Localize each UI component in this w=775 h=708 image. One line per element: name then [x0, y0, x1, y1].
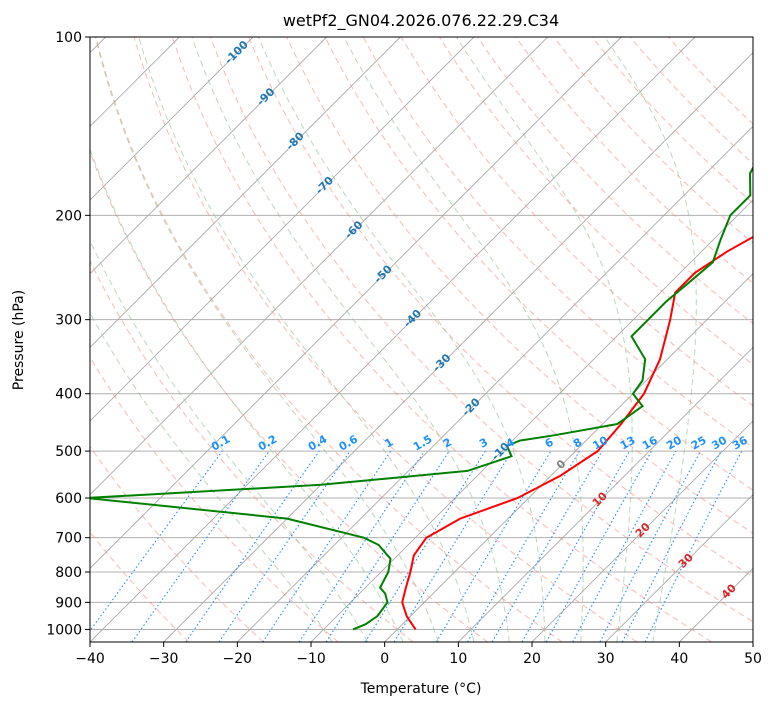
x-axis-ticks: −40 −30 −20 −10 0 10 20 30 40 50: [75, 642, 762, 667]
mixing-ratio-line: [364, 450, 486, 642]
skewed-isotherm: [90, 37, 401, 348]
y-tick-label: 800: [55, 565, 82, 581]
mixing-ratio-line: [218, 450, 351, 642]
moist-adiabat: [191, 37, 510, 642]
x-axis-label: Temperature (°C): [360, 681, 482, 697]
dry-adiabat: [95, 37, 563, 642]
x-tick-label: −20: [223, 651, 253, 667]
skewed-isotherm: [90, 37, 622, 569]
x-tick-label: −30: [149, 651, 179, 667]
mixing-ratio-line: [572, 450, 677, 642]
x-tick-label: 30: [597, 651, 615, 667]
mixing-ratio-line: [521, 450, 630, 642]
skewed-isotherm: [90, 37, 327, 275]
moist-adiabat: [257, 37, 546, 642]
mixing-ratio-line: [393, 450, 513, 642]
plot-frame: [89, 36, 754, 643]
y-tick-label: 200: [55, 208, 82, 224]
skewed-isotherm: [605, 494, 753, 642]
skewed-isotherm: [90, 37, 696, 642]
pressure-grid: [90, 37, 753, 630]
mixing-ratio-line: [491, 450, 603, 642]
dry-adiabat: [400, 37, 753, 407]
plot-area: [90, 37, 753, 642]
dry-adiabat: [591, 37, 753, 204]
y-tick-label: 900: [55, 595, 82, 611]
y-tick-label: 300: [55, 313, 82, 329]
x-tick-label: 0: [380, 651, 389, 667]
x-tick-label: 50: [744, 651, 762, 667]
dry-adiabat: [629, 37, 753, 165]
y-tick-label: 1000: [46, 622, 82, 638]
skewed-isotherm: [163, 52, 753, 642]
dry-adiabat: [248, 37, 753, 578]
mixing-ratio-line: [467, 450, 580, 642]
dry-adiabat: [90, 445, 264, 642]
moist-adiabat: [90, 239, 369, 642]
skewed-isotherm: [90, 37, 254, 201]
moist-adiabat: [90, 311, 333, 642]
dry-adiabat: [477, 37, 753, 325]
y-tick-label: 600: [55, 491, 82, 507]
skewed-isotherm: [384, 273, 753, 642]
moist-adiabat: [90, 147, 404, 642]
y-tick-label: 700: [55, 531, 82, 547]
y-axis-label: Pressure (hPa): [11, 290, 27, 390]
dry-adiabat: [324, 37, 753, 491]
y-tick-label: 100: [55, 30, 82, 46]
moist-adiabat: [138, 37, 475, 642]
skewed-isotherm: [90, 37, 548, 496]
skewed-isotherms: [90, 37, 753, 642]
skewed-isotherm: [237, 125, 753, 642]
x-tick-label: 10: [449, 651, 467, 667]
y-axis-ticks: 100 200 300 400 500 600 700 800 900 1000: [46, 30, 90, 638]
chart-title: wetPf2_GN04.2026.076.22.29.C34: [283, 11, 559, 31]
mixing-ratio-line: [545, 450, 653, 642]
temperature-profile-line: [401, 235, 753, 630]
skewed-isotherm: [90, 37, 475, 422]
mixing-ratio-line: [435, 450, 552, 642]
x-tick-label: −40: [75, 651, 105, 667]
skewed-isotherm: [310, 199, 753, 642]
moist-adiabat: [604, 37, 697, 642]
x-tick-label: 20: [523, 651, 541, 667]
dry-adiabat: [515, 37, 753, 284]
x-tick-label: 40: [670, 651, 688, 667]
dewpoint-profile-line: [90, 165, 753, 631]
mixing-ratio-lines: [90, 450, 743, 642]
y-tick-label: 400: [55, 387, 82, 403]
mixing-ratio-line: [185, 450, 320, 642]
skewed-isotherm: [458, 346, 753, 642]
y-tick-label: 500: [55, 444, 82, 460]
moist-adiabat: [343, 37, 584, 642]
dry-adiabat: [171, 37, 712, 642]
x-tick-label: −10: [296, 651, 326, 667]
skewed-isotherm: [531, 420, 753, 642]
moist-adiabat: [94, 37, 439, 642]
mixing-ratio-line: [90, 450, 223, 632]
profiles: [90, 165, 753, 631]
mixing-ratio-line: [131, 450, 270, 642]
mixing-ratio-line: [325, 450, 450, 642]
dry-adiabat: [133, 37, 638, 642]
dry-adiabat: [210, 37, 753, 623]
